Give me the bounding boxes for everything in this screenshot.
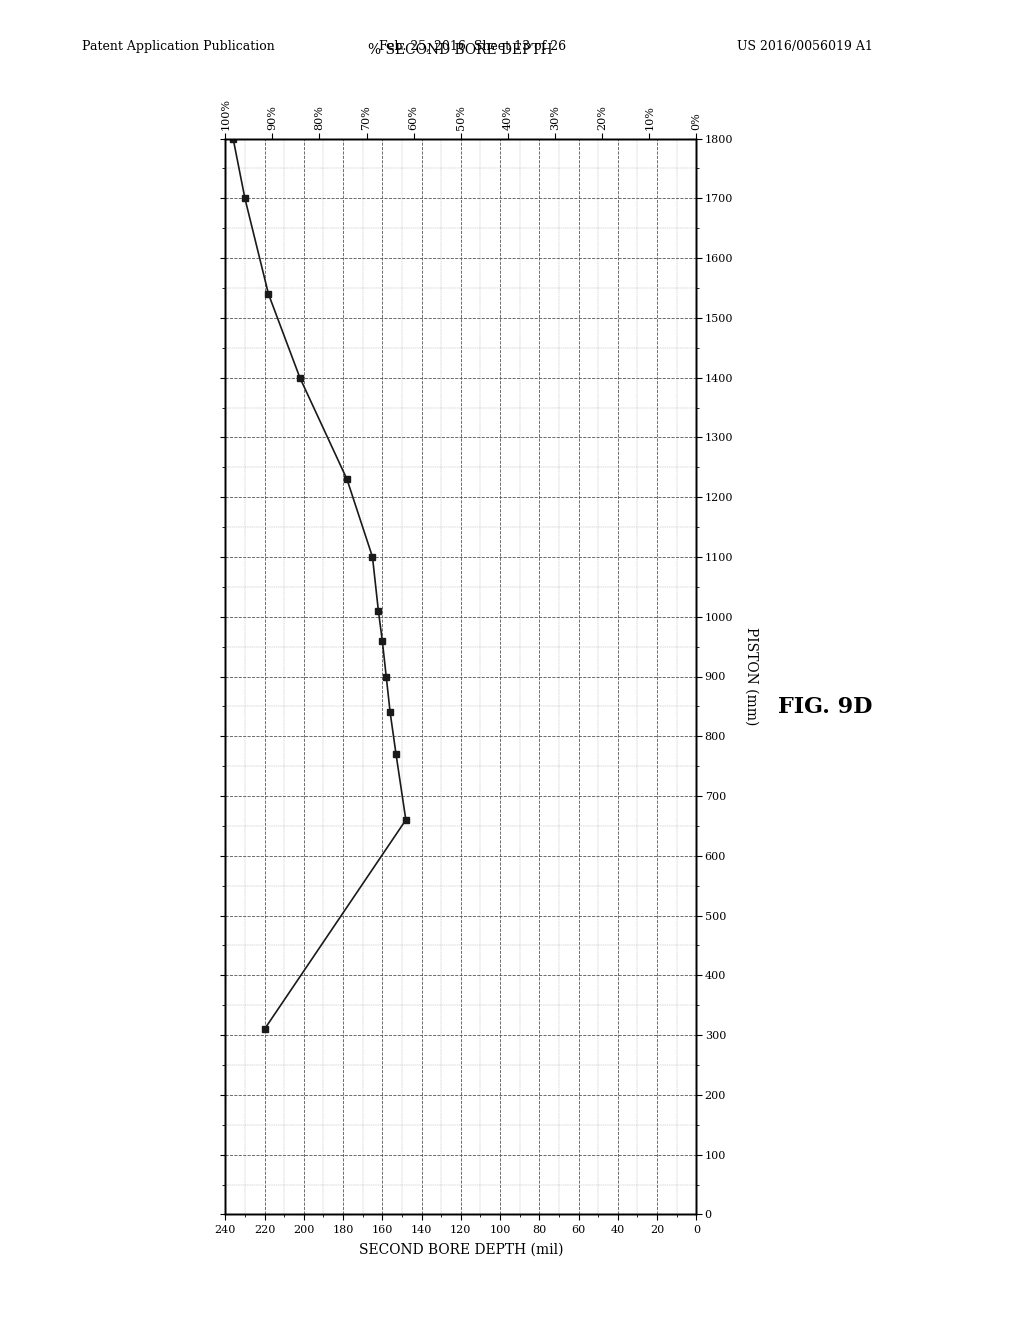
Y-axis label: PISTON (mm): PISTON (mm) <box>744 627 758 726</box>
Text: Patent Application Publication: Patent Application Publication <box>82 40 274 53</box>
Text: FIG. 9D: FIG. 9D <box>778 696 872 718</box>
X-axis label: SECOND BORE DEPTH (mil): SECOND BORE DEPTH (mil) <box>358 1243 563 1257</box>
Text: Feb. 25, 2016  Sheet 13 of 26: Feb. 25, 2016 Sheet 13 of 26 <box>379 40 566 53</box>
Text: US 2016/0056019 A1: US 2016/0056019 A1 <box>737 40 873 53</box>
X-axis label: % SECOND BORE DEPTH: % SECOND BORE DEPTH <box>369 42 553 57</box>
